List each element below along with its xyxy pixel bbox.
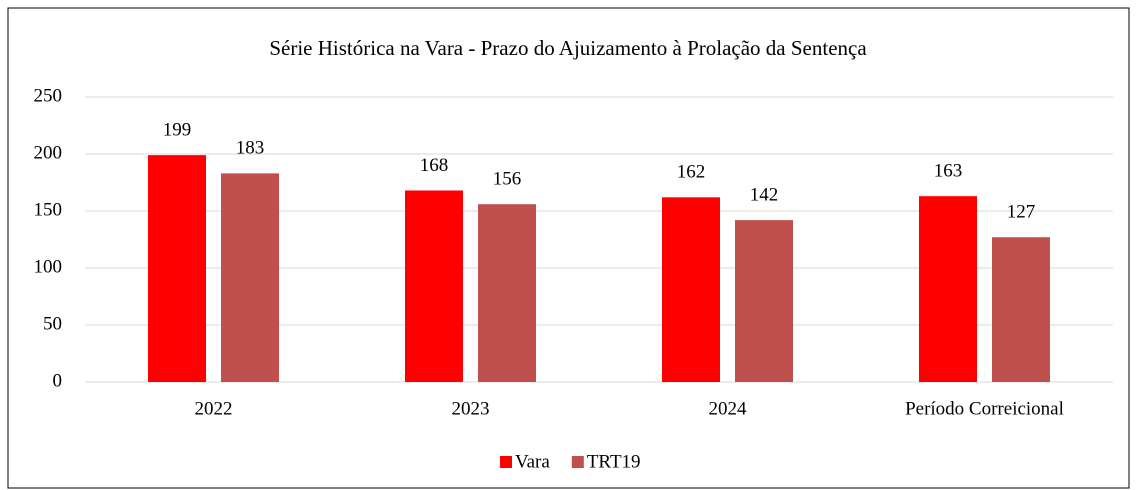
bar (735, 220, 793, 382)
y-tick-label: 50 (43, 313, 62, 334)
data-label: 142 (750, 184, 779, 205)
x-tick-label: Período Correicional (905, 398, 1064, 419)
bar (405, 190, 463, 382)
legend-label: TRT19 (587, 451, 641, 472)
legend-swatch (571, 456, 584, 468)
data-label: 168 (420, 155, 449, 176)
y-tick-label: 250 (34, 85, 63, 106)
data-label: 199 (163, 119, 192, 140)
bar (992, 237, 1050, 382)
y-tick-label: 0 (53, 370, 63, 391)
legend-label: Vara (515, 451, 550, 472)
chart-title: Série Histórica na Vara - Prazo do Ajuiz… (269, 36, 867, 60)
data-label: 163 (934, 161, 963, 182)
x-tick-label: 2022 (195, 398, 233, 419)
y-tick-label: 200 (34, 142, 63, 163)
bar (919, 196, 977, 382)
bar (478, 204, 536, 382)
legend-swatch (500, 456, 512, 468)
x-tick-label: 2024 (709, 398, 748, 419)
bar (662, 197, 720, 382)
data-label: 156 (493, 169, 522, 190)
x-tick-label: 2023 (452, 398, 490, 419)
y-tick-label: 100 (34, 256, 63, 277)
bar (148, 155, 206, 382)
data-label: 162 (677, 162, 706, 183)
data-label: 183 (236, 138, 265, 159)
y-tick-label: 150 (34, 199, 63, 220)
bar (221, 173, 279, 382)
data-label: 127 (1007, 202, 1036, 223)
